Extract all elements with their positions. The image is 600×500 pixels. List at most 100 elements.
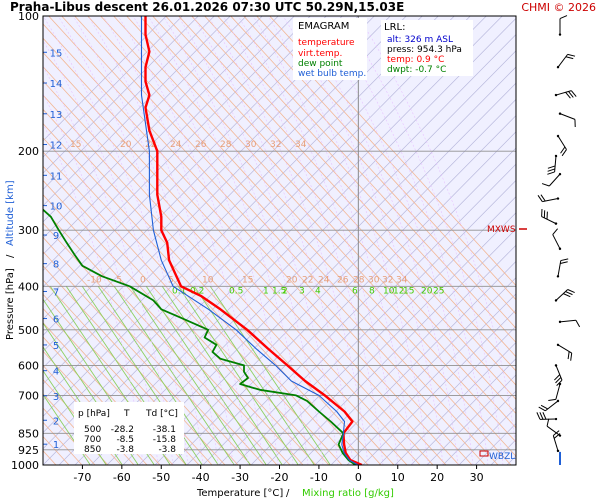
isotherm-line bbox=[234, 179, 516, 465]
theta-label: 30 bbox=[368, 275, 380, 285]
wind-barb-icon bbox=[556, 134, 567, 157]
mixing-ratio-line bbox=[113, 286, 235, 465]
isotherm-line bbox=[202, 147, 516, 465]
legend-item-temperature: temperature bbox=[298, 38, 355, 48]
x-tick-label: -50 bbox=[152, 471, 170, 484]
dry-adiabat-line bbox=[43, 137, 343, 465]
mixing-ratio-label: 6 bbox=[352, 287, 358, 297]
x-axis-label: Temperature [°C] bbox=[196, 488, 283, 499]
table-cell: -28.2 bbox=[111, 425, 134, 435]
isotherm-line bbox=[250, 196, 516, 465]
altitude-tick-label: 3 bbox=[53, 392, 59, 403]
dry-adiabat-line bbox=[43, 236, 252, 465]
dry-adiabat-line bbox=[191, 16, 516, 372]
isotherm-line bbox=[43, 16, 407, 385]
isotherm-line bbox=[43, 16, 295, 272]
wind-barb-icon bbox=[554, 90, 577, 99]
x-tick-label: 20 bbox=[430, 471, 444, 484]
wind-barb-dot bbox=[556, 275, 560, 278]
theta-label: -5 bbox=[113, 275, 122, 285]
wind-barb-dot bbox=[554, 364, 558, 367]
wind-barb-icon bbox=[556, 258, 569, 278]
moist-adiabat-line bbox=[72, 16, 234, 465]
dry-adiabat-line bbox=[43, 66, 408, 465]
theta-label: 32 bbox=[382, 275, 393, 285]
wind-barb-flag bbox=[552, 430, 560, 436]
table-header-td: Td [°C] bbox=[145, 409, 178, 419]
moist-adiabat-line bbox=[102, 16, 264, 465]
dry-adiabat-line bbox=[43, 37, 434, 465]
dry-adiabat-line bbox=[74, 16, 486, 465]
y-tick-label: 300 bbox=[18, 224, 39, 237]
dry-adiabat-line bbox=[178, 16, 516, 386]
isotherm-line bbox=[539, 0, 600, 465]
table-cell: 850 bbox=[84, 445, 101, 455]
dry-adiabat-line bbox=[43, 251, 239, 465]
y-tick-label: 1000 bbox=[11, 459, 39, 472]
altitude-tick-label: 2 bbox=[53, 416, 59, 427]
y-tick-label: 850 bbox=[18, 427, 39, 440]
y-tick-label: 500 bbox=[18, 324, 39, 337]
dry-adiabat-line bbox=[230, 16, 516, 329]
theta-label: 20 bbox=[120, 140, 132, 150]
wind-barb-dot bbox=[558, 33, 562, 36]
chart-title: Praha-Libus descent 26.01.2026 07:30 UTC… bbox=[10, 0, 404, 14]
dry-adiabat-line bbox=[43, 80, 395, 465]
mixing-ratio-label: 25 bbox=[433, 287, 444, 297]
wind-barb-flag bbox=[575, 319, 581, 328]
moist-adiabat-line bbox=[117, 16, 279, 465]
theta-label: 28 bbox=[220, 140, 232, 150]
dry-adiabat-line bbox=[43, 336, 161, 465]
wind-barb-flag bbox=[540, 194, 546, 202]
wind-barb-flag bbox=[565, 56, 574, 60]
wind-barb-flag bbox=[574, 119, 576, 128]
theta-label: 22 bbox=[302, 275, 313, 285]
wind-barb-dot bbox=[558, 434, 562, 437]
mixing-ratio-label: 15 bbox=[403, 287, 414, 297]
wind-barb-flag bbox=[540, 404, 548, 410]
mixing-ratio-label: 3 bbox=[299, 287, 305, 297]
wind-barb-icon bbox=[548, 382, 562, 402]
isotherm-line bbox=[106, 50, 516, 465]
lrl-box bbox=[381, 20, 473, 76]
isotherm-line bbox=[346, 293, 516, 465]
dry-adiabat-line bbox=[43, 123, 356, 465]
y-axis-label: Pressure [hPa] bbox=[5, 268, 16, 340]
isotherm-line bbox=[362, 309, 516, 465]
wind-barb-flag bbox=[556, 379, 563, 386]
dry-adiabat-line bbox=[43, 23, 447, 465]
mixing-ratio-label: 1 bbox=[263, 287, 269, 297]
wind-barb-shaft bbox=[546, 425, 561, 436]
mxws-label: MXWS bbox=[487, 225, 516, 235]
mixing-ratio-line bbox=[97, 286, 219, 465]
theta-label: 34 bbox=[295, 140, 307, 150]
wind-barb-dot bbox=[556, 197, 560, 200]
mixing-ratio-label: 10 bbox=[383, 287, 395, 297]
wind-barb-dot bbox=[554, 222, 558, 225]
isotherm-line bbox=[266, 212, 516, 465]
wind-barb-flag bbox=[570, 90, 577, 97]
moist-adiabat-line bbox=[267, 16, 429, 465]
mixing-ratio-label: 2 bbox=[282, 287, 288, 297]
wind-barb-shaft bbox=[559, 319, 576, 323]
dry-adiabat-line bbox=[43, 279, 213, 465]
wind-barb-flag bbox=[567, 351, 570, 360]
isotherm-line bbox=[378, 325, 516, 465]
theta-label: -10 bbox=[87, 275, 102, 285]
isotherm-line bbox=[282, 228, 516, 465]
mixing-ratio-label: 20 bbox=[421, 287, 433, 297]
altitude-tick-label: 11 bbox=[50, 171, 63, 182]
wind-barb-flag bbox=[553, 433, 561, 439]
isotherm-line bbox=[43, 16, 487, 465]
altitude-tick-label: 10 bbox=[50, 202, 63, 213]
series-wet-bulb-temp-line bbox=[140, 16, 359, 465]
wind-barb-flag bbox=[554, 374, 561, 381]
theta-label: 30 bbox=[245, 140, 257, 150]
series-temperatureline bbox=[144, 16, 363, 465]
x-tick-label: 0 bbox=[355, 471, 362, 484]
wind-barb-dot bbox=[558, 320, 562, 324]
dry-adiabat-line bbox=[43, 108, 369, 465]
theta-label: 10 bbox=[202, 275, 214, 285]
dry-adiabat-line bbox=[87, 16, 499, 465]
